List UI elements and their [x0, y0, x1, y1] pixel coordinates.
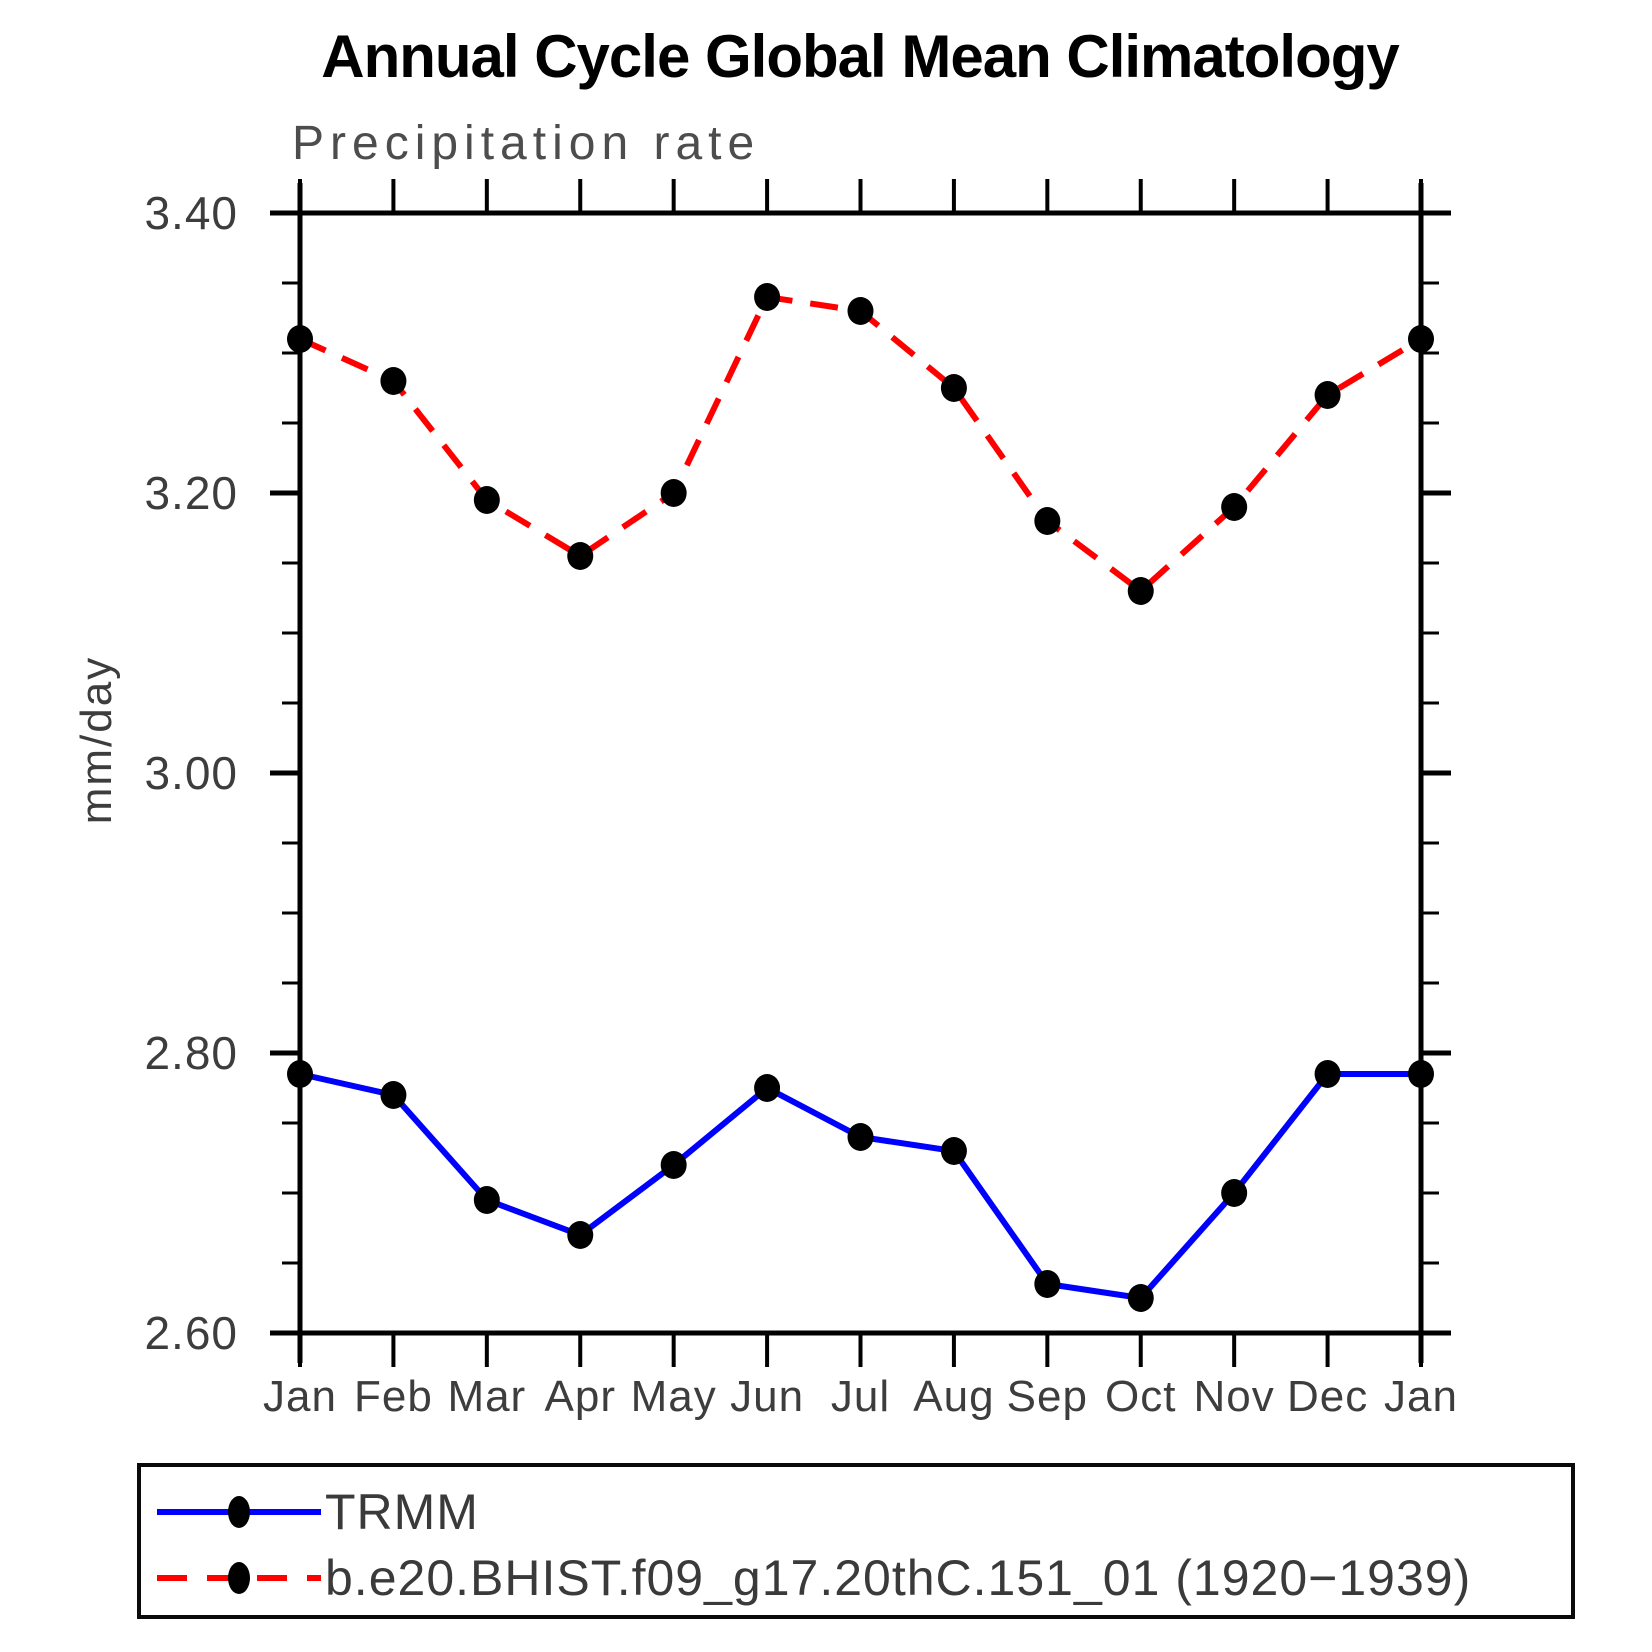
- data-point-marker: [754, 1074, 781, 1102]
- data-point-marker: [847, 1123, 874, 1151]
- chart-title: Annual Cycle Global Mean Climatology: [321, 23, 1400, 90]
- data-point-marker: [1408, 325, 1434, 353]
- data-point-marker: [1127, 577, 1154, 605]
- series-line: [299, 1071, 1421, 1302]
- data-point-marker: [567, 1221, 594, 1249]
- data-point-marker: [1221, 493, 1248, 521]
- tick-label: Feb: [354, 1372, 433, 1421]
- data-point-marker: [660, 479, 687, 507]
- tick-label: Apr: [545, 1372, 616, 1421]
- data-point-marker: [287, 1060, 313, 1088]
- tick-label: Nov: [1194, 1372, 1275, 1421]
- tick-label: Jul: [831, 1372, 890, 1421]
- data-point-marker: [1034, 507, 1061, 535]
- data-point-marker: [847, 297, 874, 325]
- data-point-marker: [567, 542, 594, 570]
- data-point-marker: [1314, 1060, 1341, 1088]
- legend-box: TRMM b.e20.BHIST.f09_g17.20thC.151_01 (1…: [137, 1463, 1575, 1619]
- legend-swatch-solid-line-icon: [157, 1496, 321, 1528]
- data-point-marker: [380, 1081, 407, 1109]
- tick-label: May: [631, 1372, 717, 1421]
- data-point-marker: [473, 1186, 500, 1214]
- data-point-marker: [940, 374, 967, 402]
- legend-label-trmm: TRMM: [325, 1484, 479, 1540]
- data-point-marker: [380, 367, 407, 395]
- tick-label: 3.40: [144, 187, 238, 239]
- tick-label: Oct: [1105, 1372, 1176, 1421]
- data-point-marker: [1314, 381, 1341, 409]
- data-point-marker: [660, 1151, 687, 1179]
- data-point-marker: [1221, 1179, 1248, 1207]
- tick-label: Dec: [1287, 1372, 1368, 1421]
- tick-label: 2.80: [144, 1027, 238, 1079]
- tick-label: Jan: [1384, 1372, 1458, 1421]
- tick-label: Aug: [913, 1372, 994, 1421]
- tick-label: 3.00: [144, 747, 238, 799]
- series-line: [298, 293, 1423, 595]
- chart-subtitle: Precipitation rate: [292, 117, 761, 170]
- tick-label: Jun: [730, 1372, 804, 1421]
- data-point-marker: [1408, 1060, 1434, 1088]
- data-point-marker: [754, 283, 781, 311]
- data-point-marker: [287, 325, 313, 353]
- tick-label: Jan: [263, 1372, 337, 1421]
- legend-item-trmm: TRMM: [153, 1483, 479, 1541]
- legend-swatch-dashed-line-icon: [157, 1562, 321, 1594]
- data-point-marker: [940, 1137, 967, 1165]
- tick-label: Mar: [447, 1372, 526, 1421]
- tick-label: 2.60: [144, 1307, 238, 1359]
- tick-label: Sep: [1007, 1372, 1088, 1421]
- tick-label: 3.20: [144, 467, 238, 519]
- data-point-marker: [1127, 1284, 1154, 1312]
- data-point-marker: [473, 486, 500, 514]
- legend-label-model: b.e20.BHIST.f09_g17.20thC.151_01 (1920−1…: [325, 1550, 1472, 1606]
- legend-item-model: b.e20.BHIST.f09_g17.20thC.151_01 (1920−1…: [153, 1549, 1471, 1607]
- data-point-marker: [1034, 1270, 1061, 1298]
